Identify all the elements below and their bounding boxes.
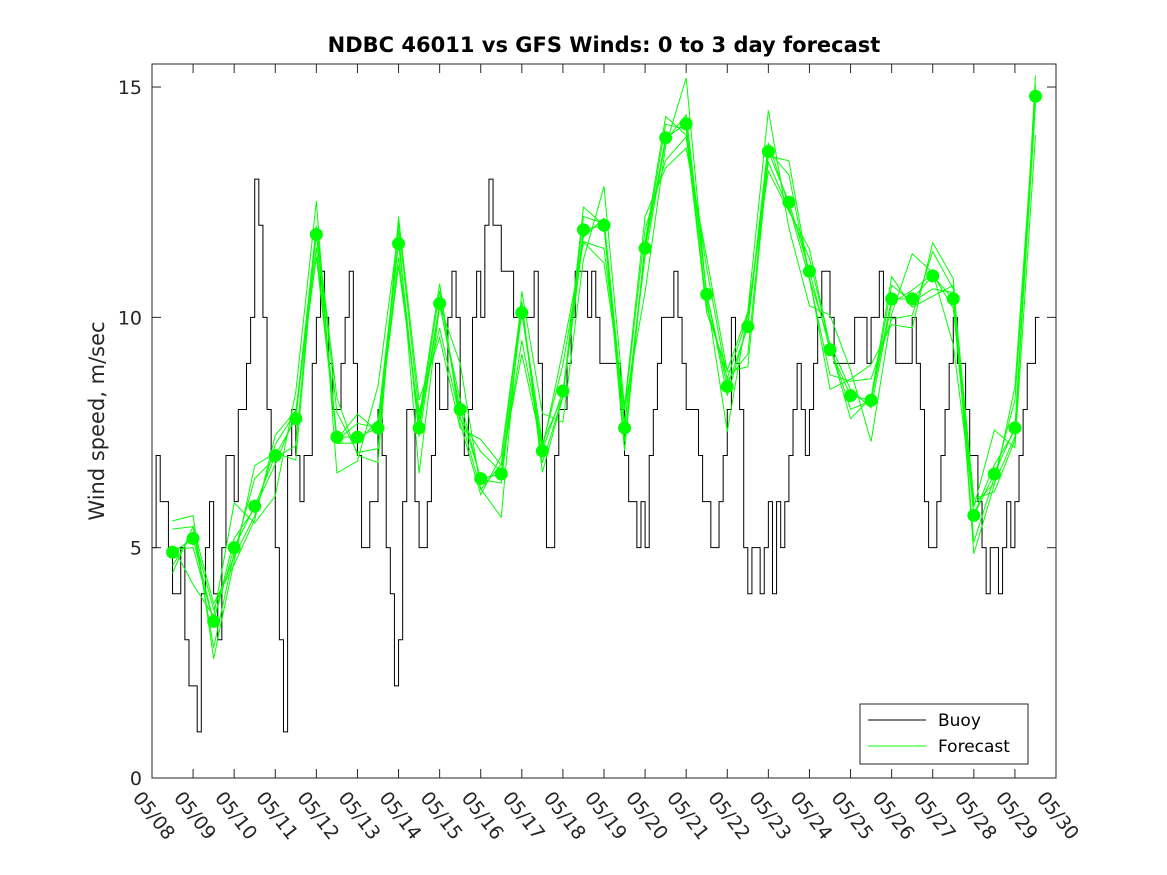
forecast-point xyxy=(289,412,303,426)
chart-title: NDBC 46011 vs GFS Winds: 0 to 3 day fore… xyxy=(328,33,881,57)
x-tick-label: 05/21 xyxy=(662,788,713,845)
forecast-point xyxy=(638,241,652,255)
forecast-point xyxy=(494,467,508,481)
buoy-line xyxy=(152,178,1040,733)
forecast-line xyxy=(172,77,1036,618)
forecast-point xyxy=(987,467,1001,481)
forecast-point xyxy=(946,292,960,306)
forecast-point xyxy=(679,117,693,131)
x-tick-label: 05/27 xyxy=(909,788,960,845)
x-tick-label: 05/22 xyxy=(703,788,754,845)
legend: Buoy Forecast xyxy=(859,703,1029,765)
forecast-point xyxy=(761,145,775,159)
legend-forecast-label: Forecast xyxy=(938,737,1010,757)
y-tick-label: 15 xyxy=(118,77,142,99)
forecast-point xyxy=(885,292,899,306)
y-tick-label: 5 xyxy=(130,538,142,560)
forecast-point xyxy=(618,421,632,435)
forecast-point xyxy=(556,384,570,398)
x-tick-label: 05/20 xyxy=(621,788,672,845)
buoy-series xyxy=(152,178,1040,733)
forecast-point xyxy=(186,531,200,545)
forecast-point xyxy=(864,393,878,407)
forecast-line xyxy=(172,100,1036,648)
x-tick-label: 05/30 xyxy=(1032,788,1083,845)
forecast-point xyxy=(597,218,611,232)
forecast-point xyxy=(166,545,180,559)
forecast-point xyxy=(576,223,590,237)
forecast-point xyxy=(412,421,426,435)
forecast-point xyxy=(268,449,282,463)
forecast-point xyxy=(967,508,981,522)
x-tick-label: 05/23 xyxy=(744,788,795,845)
forecast-point xyxy=(659,131,673,145)
forecast-point xyxy=(433,297,447,311)
forecast-point xyxy=(823,343,837,357)
x-tick-label: 05/26 xyxy=(868,788,919,845)
x-tick-label: 05/17 xyxy=(498,788,549,845)
forecast-point xyxy=(720,379,734,393)
x-tick-label: 05/15 xyxy=(416,788,467,845)
x-tick-label: 05/29 xyxy=(991,788,1042,845)
forecast-point xyxy=(453,402,467,416)
forecast-point xyxy=(1028,89,1042,103)
x-tick-label: 05/12 xyxy=(292,788,343,845)
y-tick-label: 10 xyxy=(118,307,142,329)
forecast-point xyxy=(1008,421,1022,435)
x-tick-label: 05/11 xyxy=(251,788,302,845)
forecast-point xyxy=(227,541,241,555)
forecast-point xyxy=(207,614,221,628)
forecast-point xyxy=(844,389,858,403)
forecast-point xyxy=(535,444,549,458)
y-axis: 0 5 10 15 xyxy=(118,77,1056,790)
plot-area xyxy=(152,64,1056,778)
forecast-point xyxy=(371,421,385,435)
forecast-line xyxy=(172,96,1036,659)
forecast-point xyxy=(905,292,919,306)
x-tick-label: 05/24 xyxy=(786,788,837,845)
forecast-point xyxy=(741,320,755,334)
x-tick-label: 05/14 xyxy=(375,788,426,845)
x-tick-label: 05/18 xyxy=(539,788,590,845)
forecast-point xyxy=(802,264,816,278)
forecast-markers xyxy=(166,89,1042,628)
legend-box xyxy=(859,703,1029,765)
forecast-point xyxy=(782,195,796,209)
x-tick-label: 05/16 xyxy=(457,788,508,845)
legend-buoy-label: Buoy xyxy=(938,711,981,731)
y-tick-label: 0 xyxy=(130,768,142,790)
forecast-point xyxy=(474,472,488,486)
x-tick-label: 05/09 xyxy=(169,788,220,845)
y-axis-label: Wind speed, m/sec xyxy=(85,321,109,520)
x-tick-label: 05/13 xyxy=(334,788,385,845)
forecast-point xyxy=(330,430,344,444)
forecast-point xyxy=(392,237,406,251)
forecast-point xyxy=(926,269,940,283)
forecast-point xyxy=(515,306,529,320)
forecast-point xyxy=(350,430,364,444)
x-tick-label: 05/19 xyxy=(580,788,631,845)
forecast-point xyxy=(309,227,323,241)
x-tick-label: 05/10 xyxy=(210,788,261,845)
forecast-point xyxy=(700,287,714,301)
x-tick-label: 05/25 xyxy=(827,788,878,845)
forecast-point xyxy=(248,499,262,513)
x-tick-label: 05/08 xyxy=(128,788,179,845)
x-tick-label: 05/28 xyxy=(950,788,1001,845)
